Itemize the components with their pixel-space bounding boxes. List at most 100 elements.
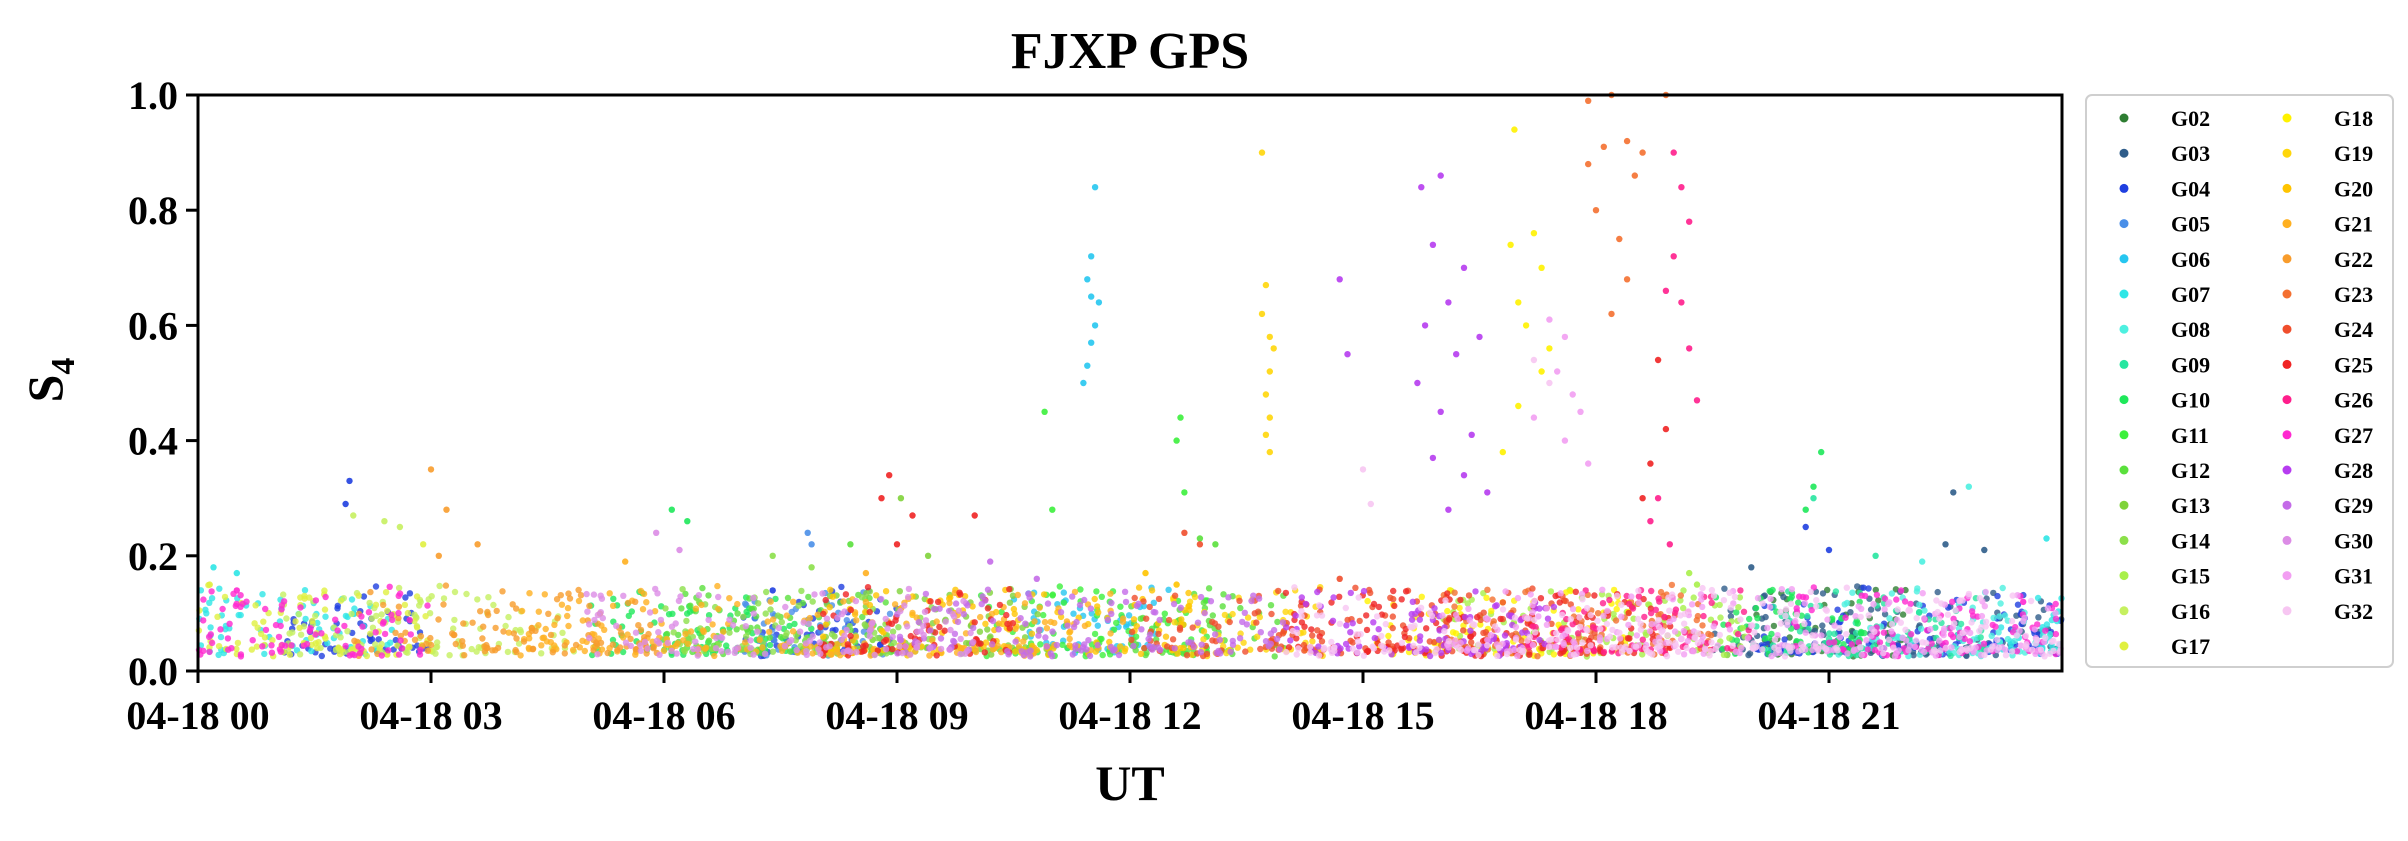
data-point bbox=[890, 639, 898, 646]
data-point bbox=[1094, 622, 1102, 629]
data-point bbox=[381, 630, 389, 638]
data-point bbox=[459, 642, 466, 649]
data-point bbox=[904, 593, 912, 601]
data-point bbox=[1854, 620, 1862, 627]
legend-marker bbox=[2119, 535, 2129, 545]
data-point bbox=[1356, 617, 1363, 625]
data-point bbox=[717, 633, 725, 641]
data-point bbox=[1537, 595, 1545, 602]
data-point bbox=[1314, 627, 1321, 634]
data-point bbox=[1095, 299, 1103, 306]
data-point bbox=[1968, 619, 1975, 626]
legend-label: G04 bbox=[2171, 176, 2210, 201]
data-point bbox=[1616, 635, 1624, 642]
data-point bbox=[215, 643, 223, 650]
data-point bbox=[1567, 644, 1574, 652]
data-point bbox=[1734, 630, 1742, 638]
data-point bbox=[1130, 642, 1137, 650]
data-point bbox=[1064, 622, 1071, 629]
x-axis-ticks: 04-18 00 04-18 03 04-18 06 04-18 09 04-18 12… bbox=[126, 671, 1901, 738]
data-point bbox=[237, 653, 245, 660]
data-point bbox=[2041, 653, 2048, 660]
legend-label: G26 bbox=[2334, 388, 2373, 413]
data-point bbox=[1594, 617, 1601, 624]
data-point bbox=[761, 650, 769, 657]
data-point bbox=[1754, 594, 1762, 602]
data-point bbox=[1171, 592, 1179, 599]
data-point bbox=[1514, 594, 1522, 602]
legend-item-G07: G07 bbox=[2119, 282, 2210, 307]
data-point bbox=[1733, 609, 1740, 616]
data-point bbox=[288, 642, 295, 649]
data-point bbox=[1574, 630, 1582, 637]
data-point bbox=[1629, 605, 1637, 612]
data-point bbox=[1036, 626, 1043, 633]
data-point bbox=[461, 652, 468, 659]
data-point bbox=[754, 628, 761, 635]
data-point bbox=[1936, 637, 1943, 644]
data-point bbox=[1407, 623, 1414, 630]
data-point bbox=[687, 602, 694, 609]
data-point bbox=[619, 648, 627, 656]
data-point bbox=[381, 518, 388, 525]
data-point bbox=[1389, 624, 1396, 632]
data-point bbox=[882, 599, 889, 606]
legend-label: G18 bbox=[2334, 106, 2373, 131]
data-point bbox=[1980, 640, 1988, 647]
data-point bbox=[778, 618, 785, 626]
legend-label: G32 bbox=[2334, 599, 2373, 624]
data-point bbox=[248, 646, 255, 653]
data-point bbox=[969, 603, 976, 610]
legend-item-G30: G30 bbox=[2282, 528, 2373, 553]
data-point bbox=[221, 593, 229, 601]
data-point bbox=[807, 643, 814, 650]
data-point bbox=[1752, 604, 1760, 612]
data-point bbox=[2014, 601, 2022, 608]
data-point bbox=[1921, 607, 1928, 614]
data-point bbox=[1484, 636, 1491, 644]
data-point bbox=[1185, 589, 1192, 597]
data-point bbox=[332, 616, 339, 623]
data-point bbox=[1138, 626, 1145, 633]
data-point bbox=[1981, 603, 1989, 610]
data-point bbox=[1591, 592, 1598, 599]
data-point bbox=[869, 619, 876, 626]
data-point bbox=[1205, 585, 1213, 592]
data-point bbox=[641, 638, 649, 645]
data-point bbox=[1047, 650, 1054, 657]
data-point bbox=[1014, 591, 1021, 599]
data-point bbox=[1262, 431, 1270, 438]
data-point bbox=[1937, 647, 1944, 654]
legend-marker bbox=[2119, 289, 2129, 299]
data-point bbox=[427, 466, 435, 473]
data-point bbox=[655, 629, 662, 636]
data-point bbox=[1465, 592, 1473, 599]
data-point bbox=[1117, 603, 1124, 610]
y-tick-label: 1.0 bbox=[128, 73, 178, 118]
data-point bbox=[783, 629, 790, 637]
legend-item-G17: G17 bbox=[2119, 634, 2210, 659]
data-point bbox=[1886, 615, 1893, 622]
data-point bbox=[363, 652, 371, 660]
data-point bbox=[1819, 590, 1827, 597]
data-point bbox=[946, 646, 953, 653]
data-point bbox=[1716, 601, 1723, 609]
data-point bbox=[547, 639, 554, 646]
legend-marker bbox=[2282, 535, 2292, 545]
data-point bbox=[398, 645, 406, 652]
data-point bbox=[1604, 607, 1611, 615]
data-point bbox=[259, 591, 266, 598]
data-point bbox=[1641, 613, 1648, 621]
data-point bbox=[1683, 644, 1690, 652]
data-point bbox=[1370, 600, 1378, 608]
data-point bbox=[1731, 593, 1739, 601]
data-point bbox=[1084, 276, 1091, 283]
data-point bbox=[2012, 623, 2019, 631]
data-point bbox=[2044, 605, 2052, 612]
data-point bbox=[1938, 600, 1945, 607]
data-point bbox=[1316, 633, 1323, 640]
data-point bbox=[1857, 628, 1865, 636]
data-point bbox=[436, 582, 443, 590]
data-point bbox=[1639, 495, 1646, 502]
data-point bbox=[1972, 644, 1979, 651]
